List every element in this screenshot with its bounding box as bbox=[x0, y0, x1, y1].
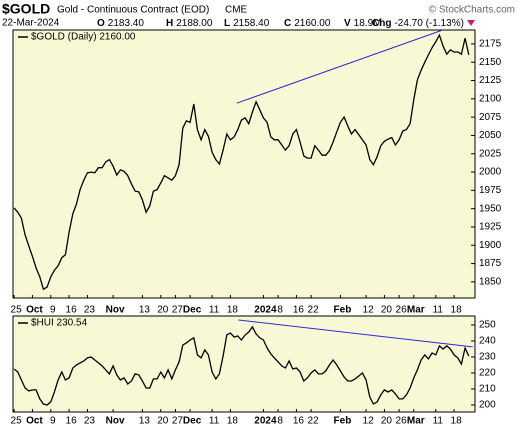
stat: O 2183.40 bbox=[97, 18, 144, 29]
x-tick-label: 23 bbox=[84, 305, 96, 316]
stat-label: C bbox=[284, 18, 291, 29]
y-tick-label: 220 bbox=[479, 368, 496, 379]
x-tick-label: 11 bbox=[433, 416, 444, 427]
x-tick-label: 12 bbox=[363, 305, 375, 316]
x-tick-label: 13 bbox=[139, 305, 151, 316]
legend-label: $HUI 230.54 bbox=[31, 318, 88, 329]
symbol: $GOLD bbox=[2, 1, 50, 17]
y-tick-label: 240 bbox=[479, 336, 496, 347]
x-tick-label: 12 bbox=[363, 416, 375, 427]
trend-line bbox=[238, 319, 473, 348]
y-tick-label: 2175 bbox=[479, 39, 502, 50]
x-tick-label: 16 bbox=[66, 305, 78, 316]
panel bbox=[12, 315, 476, 413]
x-tick-label: 25 bbox=[11, 416, 23, 427]
x-tick-label: 26 bbox=[396, 305, 408, 316]
x-tick-label: 16 bbox=[293, 416, 305, 427]
x-tick-label: 11 bbox=[209, 305, 220, 316]
y-tick-label: 2050 bbox=[479, 130, 502, 141]
x-tick-label: 11 bbox=[209, 416, 220, 427]
trend-line bbox=[236, 29, 443, 104]
x-tick-label: Nov bbox=[106, 416, 125, 427]
x-tick-label: 23 bbox=[84, 416, 96, 427]
x-tick-label: 18 bbox=[227, 305, 239, 316]
stat-value: 2183.40 bbox=[108, 18, 145, 29]
stat-label: L bbox=[224, 18, 230, 29]
x-tick-label: 22 bbox=[308, 416, 320, 427]
y-tick-label: 2125 bbox=[479, 75, 502, 86]
stat-label: V bbox=[344, 18, 351, 29]
y-tick-label: 1950 bbox=[479, 203, 502, 214]
stat-value: -24.70 (-1.13%) bbox=[394, 18, 463, 29]
x-tick-label: Feb bbox=[334, 416, 352, 427]
y-tick-label: 200 bbox=[479, 400, 496, 411]
price-line bbox=[13, 33, 470, 291]
x-tick-label: Mar bbox=[407, 416, 425, 427]
y-tick-label: 1900 bbox=[479, 240, 502, 251]
stat-value: 2160.00 bbox=[294, 18, 331, 29]
x-tick-label: 2024 bbox=[254, 305, 277, 316]
x-tick-label: 18 bbox=[451, 305, 463, 316]
stat-label: O bbox=[97, 18, 105, 29]
price-line bbox=[13, 325, 470, 406]
panel bbox=[12, 29, 476, 299]
x-tick-label: 27 bbox=[172, 416, 184, 427]
x-tick-label: 8 bbox=[277, 305, 283, 316]
stat: H 2188.00 bbox=[166, 18, 213, 29]
x-tick-label: Oct bbox=[26, 305, 43, 316]
stat: C 2160.00 bbox=[284, 18, 331, 29]
x-tick-label: 26 bbox=[396, 416, 408, 427]
x-tick-label: 22 bbox=[308, 305, 320, 316]
y-tick-label: 2075 bbox=[479, 112, 502, 123]
y-tick-label: 1875 bbox=[479, 258, 502, 269]
x-tick-label: 20 bbox=[157, 416, 169, 427]
y-tick-label: 2000 bbox=[479, 167, 502, 178]
x-tick-label: Dec bbox=[183, 416, 202, 427]
stat-value: 2188.00 bbox=[176, 18, 213, 29]
stat: V 18.9M bbox=[344, 18, 381, 29]
y-tick-label: 230 bbox=[479, 352, 496, 363]
y-tick-label: 2100 bbox=[479, 93, 502, 104]
change-arrow bbox=[467, 20, 475, 26]
x-tick-label: 8 bbox=[277, 416, 283, 427]
x-tick-label: 11 bbox=[433, 305, 444, 316]
credit: © StockCharts.com bbox=[429, 5, 515, 16]
stat: Chg -24.70 (-1.13%) bbox=[372, 18, 464, 29]
date: 22-Mar-2024 bbox=[2, 18, 60, 29]
x-tick-label: 20 bbox=[381, 305, 393, 316]
stat-label: H bbox=[166, 18, 173, 29]
y-tick-label: 1925 bbox=[479, 222, 502, 233]
x-tick-label: Feb bbox=[334, 305, 352, 316]
stat-value: 18.9M bbox=[354, 18, 382, 29]
y-tick-label: 2025 bbox=[479, 148, 502, 159]
y-tick-label: 1850 bbox=[479, 277, 502, 288]
x-tick-label: 27 bbox=[172, 305, 184, 316]
x-tick-label: 18 bbox=[227, 416, 239, 427]
x-tick-label: 13 bbox=[139, 416, 151, 427]
y-tick-label: 1975 bbox=[479, 185, 502, 196]
x-tick-label: 25 bbox=[11, 305, 23, 316]
legend-label: $GOLD (Daily) 2160.00 bbox=[31, 32, 136, 43]
x-tick-label: Mar bbox=[407, 305, 425, 316]
x-tick-label: Dec bbox=[183, 305, 202, 316]
description: Gold - Continuous Contract (EOD) bbox=[57, 5, 209, 16]
x-tick-label: 16 bbox=[66, 416, 78, 427]
x-tick-label: Nov bbox=[106, 305, 125, 316]
exchange: CME bbox=[225, 5, 248, 16]
x-tick-label: 9 bbox=[50, 305, 56, 316]
stat-value: 2158.40 bbox=[233, 18, 270, 29]
y-tick-label: 210 bbox=[479, 384, 496, 395]
stat: L 2158.40 bbox=[224, 18, 270, 29]
stat-label: Chg bbox=[372, 18, 391, 29]
y-tick-label: 250 bbox=[479, 320, 496, 331]
x-tick-label: Oct bbox=[26, 416, 43, 427]
x-tick-label: 9 bbox=[50, 416, 56, 427]
y-tick-label: 2150 bbox=[479, 57, 502, 68]
x-tick-label: 18 bbox=[451, 416, 463, 427]
x-tick-label: 20 bbox=[381, 416, 393, 427]
x-tick-label: 20 bbox=[157, 305, 169, 316]
x-tick-label: 2024 bbox=[254, 416, 277, 427]
x-tick-label: 16 bbox=[293, 305, 305, 316]
